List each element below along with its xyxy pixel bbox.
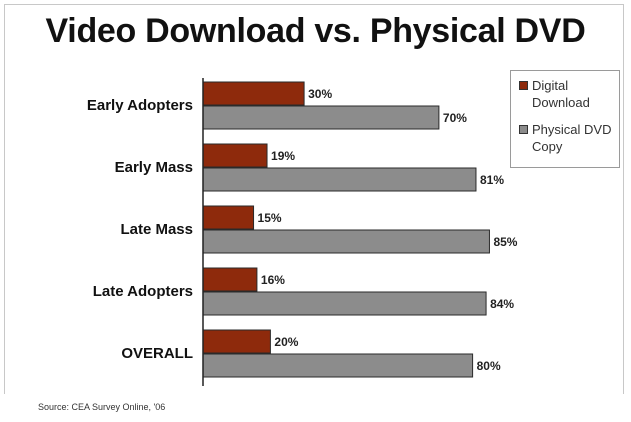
legend-swatch-digital <box>519 81 528 90</box>
chart-title: Video Download vs. Physical DVD <box>45 12 586 50</box>
bar-digital <box>202 329 271 354</box>
data-label: 70% <box>443 111 467 125</box>
legend-item-digital: Digital Download <box>519 77 614 111</box>
category-label: Late Mass <box>120 221 193 238</box>
bar-digital <box>202 81 305 106</box>
source-note: Source: CEA Survey Online, '06 <box>38 402 166 412</box>
data-label: 16% <box>261 273 285 287</box>
legend-label-digital: Digital Download <box>532 78 590 110</box>
bar-digital <box>202 267 258 292</box>
bar-digital <box>202 205 255 230</box>
bar-physical <box>202 105 440 130</box>
category-label: Early Adopters <box>87 97 193 114</box>
data-label: 15% <box>258 211 282 225</box>
chart-frame <box>4 4 624 394</box>
legend-swatch-physical <box>519 125 528 134</box>
category-label: OVERALL <box>121 345 193 362</box>
legend-item-physical: Physical DVD Copy <box>519 121 614 155</box>
category-label: Late Adopters <box>93 283 193 300</box>
data-label: 81% <box>480 173 504 187</box>
data-label: 80% <box>477 359 501 373</box>
legend-label-physical: Physical DVD Copy <box>532 122 612 154</box>
bar-physical <box>202 353 474 378</box>
bar-physical <box>202 291 487 316</box>
data-label: 20% <box>274 335 298 349</box>
bar-physical <box>202 229 490 254</box>
data-label: 85% <box>493 235 517 249</box>
data-label: 30% <box>308 87 332 101</box>
data-label: 84% <box>490 297 514 311</box>
legend: Digital Download Physical DVD Copy <box>510 70 620 168</box>
data-label: 19% <box>271 149 295 163</box>
category-label: Early Mass <box>115 159 193 176</box>
bar-digital <box>202 143 268 168</box>
bar-physical <box>202 167 477 192</box>
